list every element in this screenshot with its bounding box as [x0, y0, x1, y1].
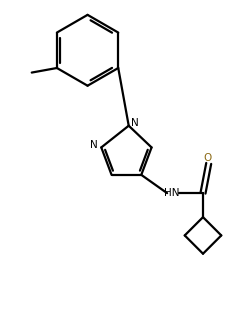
Text: N: N — [90, 140, 97, 150]
Text: N: N — [131, 118, 138, 128]
Text: O: O — [203, 153, 211, 163]
Text: HN: HN — [164, 188, 179, 198]
